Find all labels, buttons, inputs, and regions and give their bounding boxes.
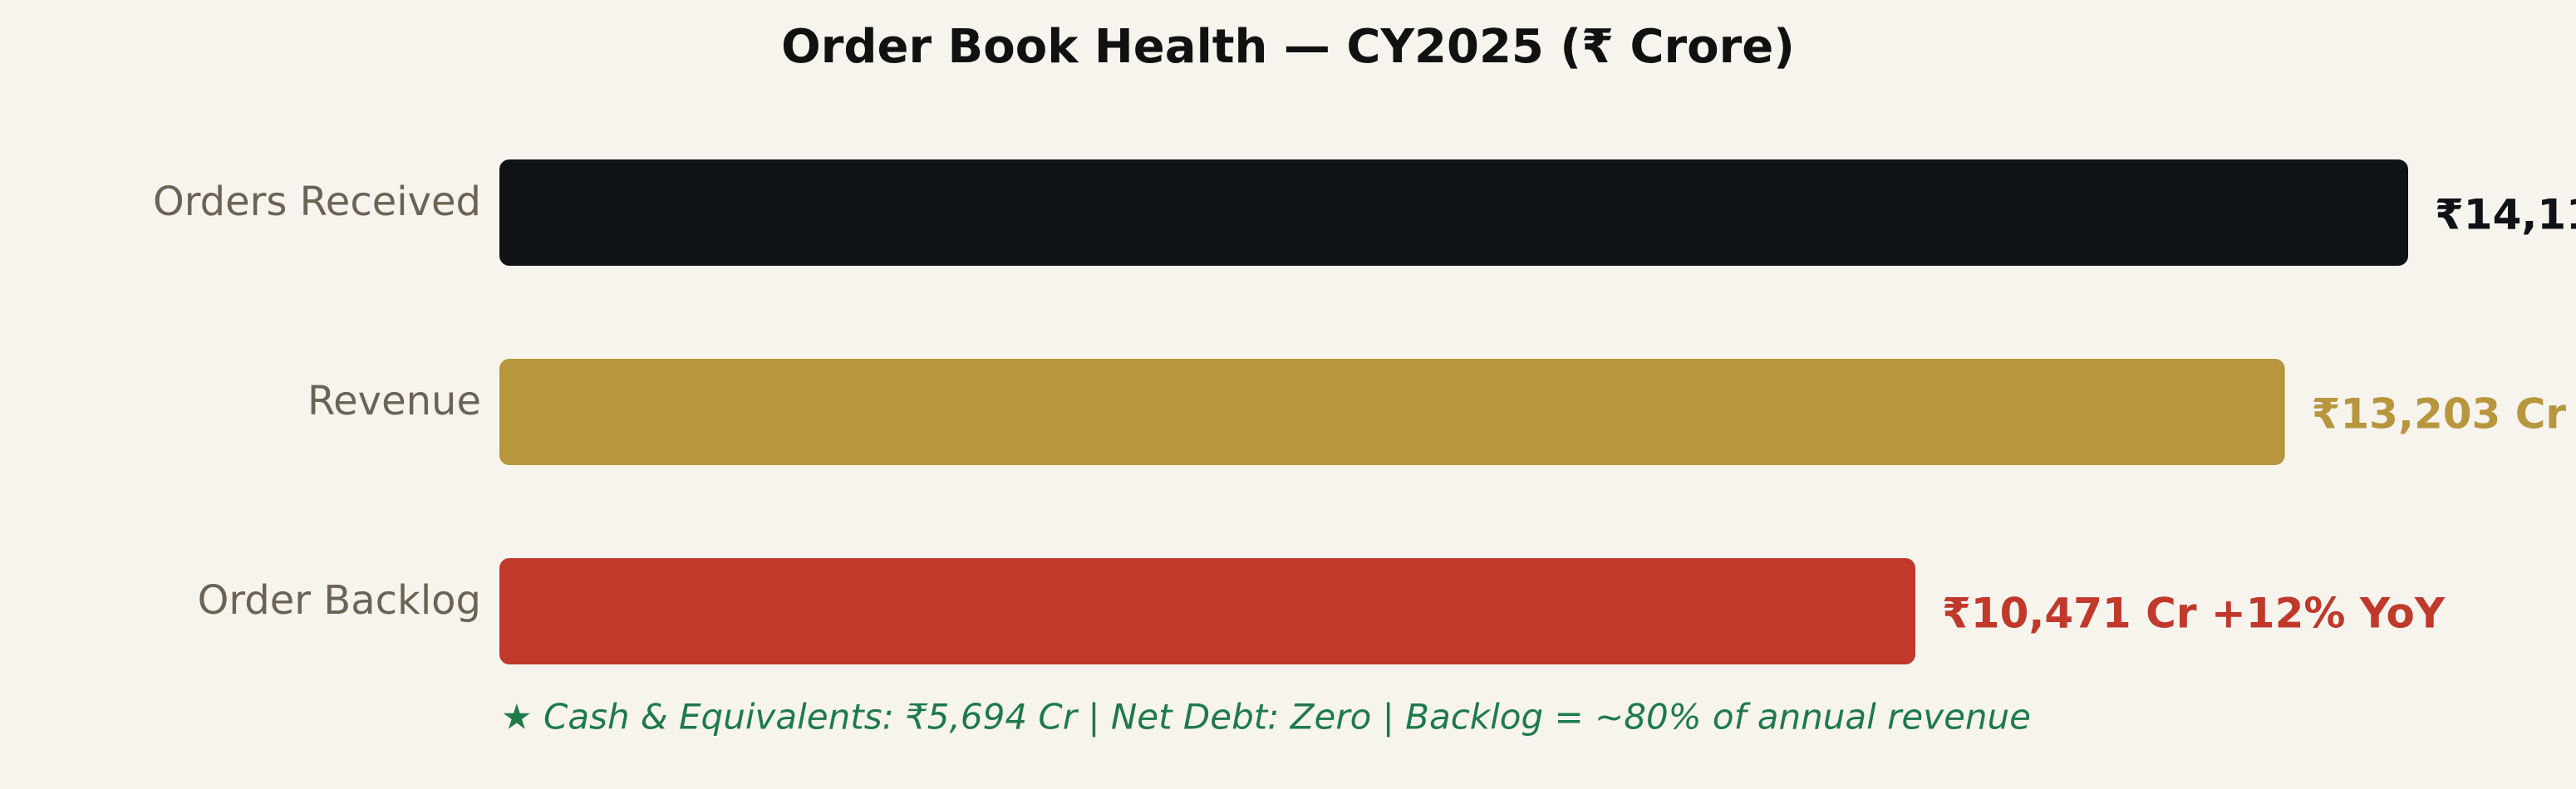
bar xyxy=(499,359,2285,465)
category-label: Orders Received xyxy=(153,179,481,225)
chart-title: Order Book Health — CY2025 (₹ Crore) xyxy=(781,20,1795,74)
category-label: Revenue xyxy=(307,378,481,424)
bar xyxy=(499,558,1915,664)
value-label: ₹13,203 Cr +8 xyxy=(2312,390,2576,439)
value-label: ₹10,471 Cr +12% YoY xyxy=(1942,590,2446,638)
annotation: ★ Cash & Equivalents: ₹5,694 Cr | Net De… xyxy=(501,697,2031,738)
value-label: ₹14,115 xyxy=(2435,191,2576,239)
bar xyxy=(499,159,2408,266)
category-label: Order Backlog xyxy=(198,577,481,624)
